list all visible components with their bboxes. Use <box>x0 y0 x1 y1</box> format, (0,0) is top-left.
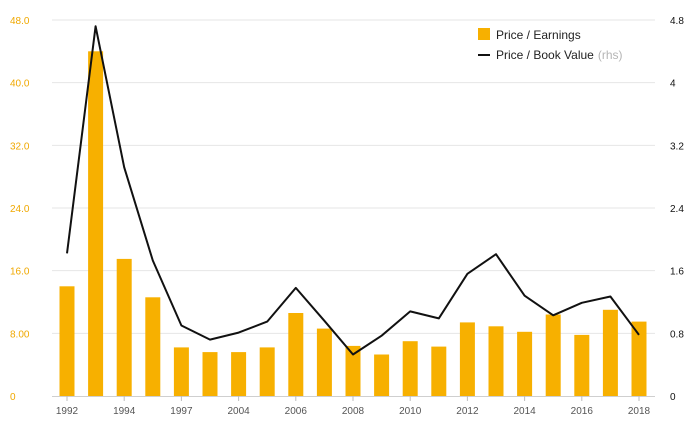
y-left-tick-label: 32.0 <box>10 141 30 152</box>
y-right-tick-label: 3.2 <box>670 141 684 152</box>
legend-label-price-earnings: Price / Earnings <box>496 28 581 42</box>
bar <box>316 328 332 396</box>
x-tick-label: 2018 <box>628 406 651 417</box>
bar <box>488 326 504 396</box>
line-series <box>66 25 640 356</box>
y-right-tick-label: 0.8 <box>670 329 684 340</box>
line-price-book <box>66 25 640 356</box>
y-right-tick-label: 2.4 <box>670 204 684 215</box>
y-left-tick-label: 40.0 <box>10 79 30 90</box>
bar <box>202 352 218 396</box>
x-tick-label: 2016 <box>571 406 594 417</box>
bar <box>345 345 361 396</box>
bar <box>231 352 247 396</box>
bar <box>602 309 618 396</box>
bar <box>259 347 275 396</box>
y-left-tick-label: 16.0 <box>10 267 30 278</box>
y-left-tick-label: 8.00 <box>10 329 30 340</box>
bar <box>88 51 104 397</box>
y-right-tick-label: 4.8 <box>670 16 684 27</box>
bar-series <box>59 51 647 397</box>
bar <box>517 331 533 396</box>
bar <box>59 286 75 396</box>
x-tick-label: 2010 <box>399 406 422 417</box>
bar <box>402 341 418 396</box>
x-tick-label: 2012 <box>456 406 479 417</box>
y-right-tick-label: 0 <box>670 392 676 403</box>
x-tick-label: 2006 <box>285 406 308 417</box>
x-tick-label: 1994 <box>113 406 136 417</box>
bar <box>374 354 390 396</box>
y-right-tick-label: 1.6 <box>670 267 684 278</box>
x-tick-label: 2008 <box>342 406 365 417</box>
legend-label-price-book: Price / Book Value (rhs) <box>496 48 623 62</box>
bar <box>173 347 189 396</box>
bar <box>431 346 447 396</box>
axes: 0 0 8.00 0.8 16.0 1.6 24.0 2.4 32.0 3.2 40.0 4 48.0 4… <box>10 16 684 417</box>
bar <box>459 322 475 396</box>
x-tick-label: 2014 <box>513 406 536 417</box>
x-tick-label: 2004 <box>227 406 250 417</box>
bar <box>631 321 647 396</box>
gridlines <box>52 19 655 334</box>
y-left-tick-label: 0 <box>10 392 16 403</box>
bar <box>288 313 304 396</box>
bar <box>116 258 132 396</box>
y-left-tick-label: 48.0 <box>10 16 30 27</box>
x-tick-label: 1997 <box>170 406 193 417</box>
y-right-tick-label: 4 <box>670 79 676 90</box>
bar <box>145 297 161 396</box>
bar <box>545 314 561 396</box>
bar <box>574 334 590 396</box>
x-tick-label: 1992 <box>56 406 79 417</box>
legend: Price / Earnings Price / Book Value (rhs) <box>478 28 623 62</box>
y-left-tick-label: 24.0 <box>10 204 30 215</box>
legend-swatch-price-earnings <box>478 28 490 40</box>
